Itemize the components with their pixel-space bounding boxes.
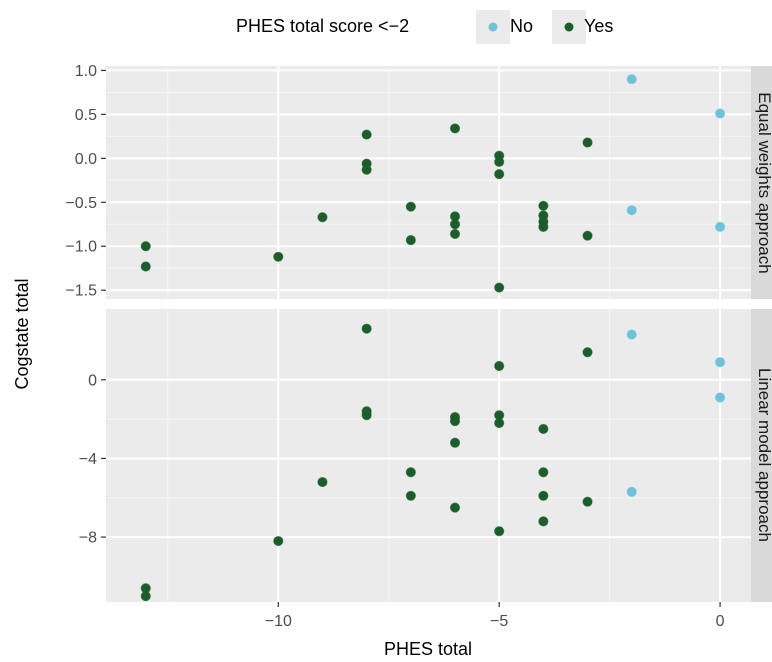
y-tick-label: −1.0	[65, 239, 97, 256]
scatter-point-yes	[449, 219, 461, 230]
x-axis-ticks: −10 −5 0	[265, 602, 725, 630]
scatter-point-yes	[494, 156, 505, 167]
scatter-point-yes	[405, 467, 416, 478]
scatter-point-yes	[538, 221, 549, 233]
y-tick-label: −0.5	[65, 195, 97, 212]
scatter-point-no	[626, 486, 637, 497]
panel-2-background	[106, 309, 751, 602]
scatter-point-yes	[582, 496, 593, 507]
scatter-point-yes	[361, 129, 372, 140]
y-tick-label: 0.5	[75, 107, 97, 124]
y-tick-label: −4	[79, 451, 97, 468]
scatter-point-yes	[140, 261, 151, 272]
panel-linear-model: 0 −4 −8 Linear model approach	[79, 309, 772, 602]
panel-2-strip	[751, 309, 772, 602]
y-tick-label: 1.0	[75, 63, 97, 80]
legend-label-no: No	[510, 16, 533, 36]
y-tick-label: 0	[88, 372, 97, 389]
y-tick-label: −1.5	[65, 283, 97, 300]
scatter-point-yes	[449, 502, 461, 513]
scatter-point-yes	[582, 230, 593, 241]
legend: PHES total score <−2 No Yes	[236, 10, 613, 44]
scatter-point-yes	[538, 200, 549, 211]
panel-1-strip	[751, 66, 772, 299]
panel-1-strip-label: Equal weights approach	[755, 92, 772, 273]
scatter-point-no	[714, 108, 726, 119]
scatter-point-yes	[538, 467, 549, 478]
scatter-point-yes	[449, 228, 461, 240]
scatter-point-yes	[538, 490, 549, 501]
scatter-point-no	[626, 329, 637, 340]
scatter-point-yes	[361, 410, 372, 421]
scatter-point-yes	[140, 591, 151, 602]
scatter-point-yes	[405, 234, 416, 246]
scatter-point-no	[626, 205, 637, 216]
x-tick-label: 0	[716, 613, 725, 630]
y-tick-label: 0.0	[75, 151, 97, 168]
x-tick-label: −10	[265, 613, 292, 630]
panel-2-gridlines	[106, 309, 751, 602]
scatter-point-yes	[405, 490, 416, 501]
scatter-point-yes	[582, 347, 593, 358]
y-tick-label: −8	[79, 530, 97, 547]
scatter-point-no	[714, 356, 726, 368]
scatter-point-yes	[361, 323, 372, 334]
scatter-point-yes	[449, 437, 461, 448]
scatter-point-yes	[494, 417, 505, 429]
panel-1-y-ticks: 1.0 0.5 0.0 −0.5 −1.0 −1.5	[65, 63, 106, 300]
scatter-point-no	[714, 392, 726, 403]
scatter-point-yes	[582, 137, 593, 148]
panel-equal-weights: 1.0 0.5 0.0 −0.5 −1.0 −1.5 Equal weights appr…	[65, 63, 772, 300]
panel-1-background	[106, 66, 751, 299]
scatter-point-yes	[361, 164, 372, 175]
legend-key-yes-dot	[564, 22, 574, 32]
scatter-point-yes	[494, 360, 505, 372]
scatter-point-yes	[494, 169, 505, 180]
scatter-point-yes	[538, 516, 549, 527]
scatter-point-yes	[538, 423, 549, 435]
panel-1-gridlines	[106, 66, 751, 299]
scatter-point-yes	[449, 415, 461, 427]
panel-2-points	[140, 323, 726, 602]
y-axis-title: Cogstate total	[12, 278, 32, 389]
scatter-point-yes	[273, 251, 284, 262]
legend-label-yes: Yes	[584, 16, 613, 36]
scatter-point-yes	[273, 535, 284, 547]
scatter-point-no	[714, 221, 726, 233]
legend-key-no-dot	[488, 22, 498, 32]
x-axis-title: PHES total	[384, 639, 472, 659]
x-tick-label: −5	[490, 613, 508, 630]
panel-1-points	[140, 74, 726, 293]
scatter-point-yes	[140, 241, 151, 252]
scatter-point-yes	[405, 201, 416, 212]
scatter-point-yes	[494, 282, 505, 293]
scatter-point-no	[626, 74, 637, 85]
panel-2-strip-label: Linear model approach	[755, 368, 772, 542]
scatter-point-yes	[449, 123, 461, 134]
scatter-point-yes	[317, 476, 328, 488]
panel-2-y-ticks: 0 −4 −8	[79, 372, 106, 547]
scatter-point-yes	[494, 526, 505, 537]
scatter-point-yes	[317, 212, 328, 223]
legend-title: PHES total score <−2	[236, 16, 409, 36]
